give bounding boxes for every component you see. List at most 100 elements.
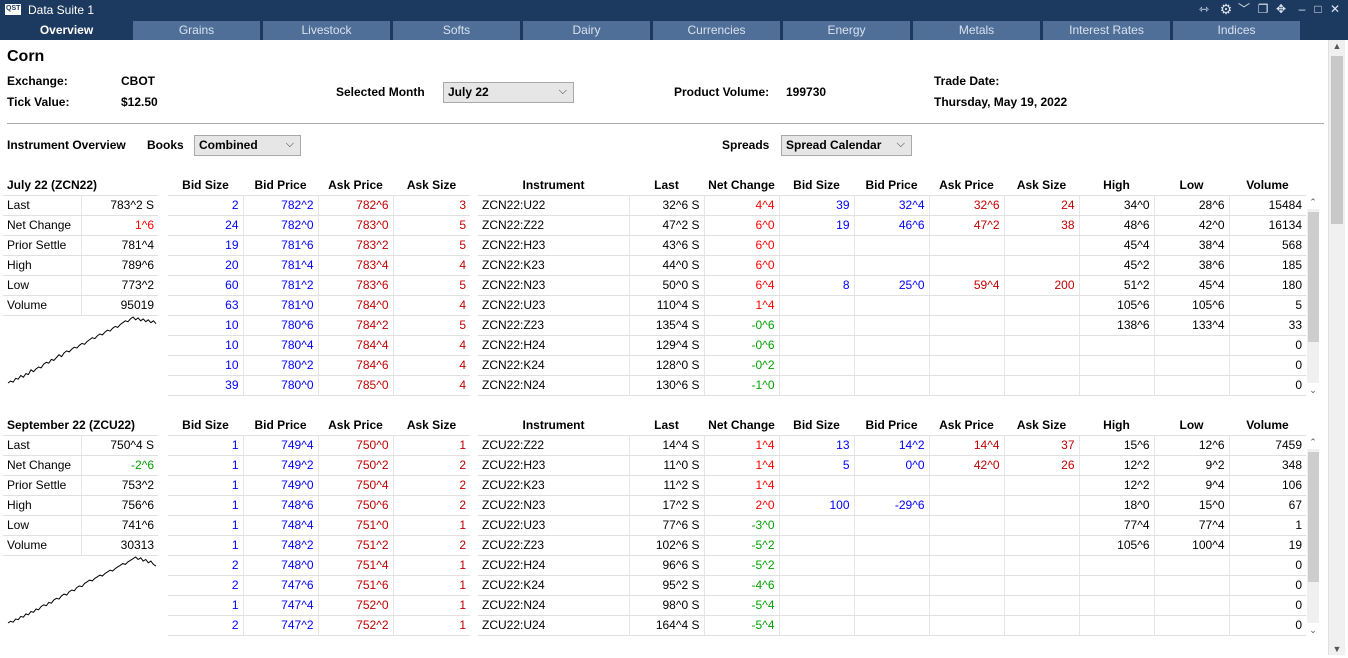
tab-dairy[interactable]: Dairy [523,21,650,40]
scroll-down-icon[interactable]: ⌄ [1309,385,1317,395]
minimize-icon[interactable]: – [1298,2,1306,16]
book-row[interactable]: 19 781^6 783^2 5 [168,235,470,256]
maximize-icon[interactable]: □ [1314,2,1322,16]
chevron-down-icon[interactable]: ﹀ [1237,2,1250,16]
move-icon[interactable]: ✥ [1275,2,1287,16]
spread-cell [854,515,930,536]
spread-cell: 14^2 [854,435,930,456]
book-row[interactable]: 1 748^6 750^6 2 [168,495,470,516]
spread-cell: ZCU22:U23 [478,515,630,536]
gear-icon[interactable]: ⚙ [1219,1,1233,17]
order-book-table: Bid Size Bid Price Ask Price Ask Size 2 782^2… [168,175,470,396]
stat-label: Prior Settle [3,475,82,496]
spread-row[interactable]: ZCN22:U22 32^6 S 4^4 39 32^4 32^6 24 34^0 28^6 15… [478,195,1306,216]
spread-row[interactable]: ZCN22:H24 129^4 S -0^6 0 [478,335,1306,356]
books-select[interactable]: Combined ⌵ [194,135,301,156]
spread-header: Bid Size [779,415,854,436]
chevron-down-icon: ⌵ [896,138,905,150]
book-row[interactable]: 2 747^2 752^2 1 [168,615,470,636]
spread-cell: 14^4 S [629,435,705,456]
book-row[interactable]: 1 749^4 750^0 1 [168,435,470,456]
spread-row[interactable]: ZCN22:K24 128^0 S -0^2 0 [478,355,1306,376]
spread-header: Volume [1229,175,1306,196]
tab-interest-rates[interactable]: Interest Rates [1043,21,1170,40]
spreads-scrollbar[interactable]: ⌃ ⌄ [1306,196,1320,396]
spread-row[interactable]: ZCN22:U23 110^4 S 1^4 105^6 105^6 5 [478,295,1306,316]
spread-cell: 96^6 S [629,555,705,576]
spread-row[interactable]: ZCU22:Z22 14^4 S 1^4 13 14^2 14^4 37 15^6 12^6 74… [478,435,1306,456]
spread-cell [1154,555,1230,576]
spread-cell [1004,555,1080,576]
tab-livestock[interactable]: Livestock [263,21,390,40]
scroll-up-icon[interactable]: ▲ [1332,41,1342,51]
spread-row[interactable]: ZCN22:Z23 135^4 S -0^6 138^6 133^4 33 [478,315,1306,336]
book-row[interactable]: 1 748^4 751^0 1 [168,515,470,536]
spread-row[interactable]: ZCN22:N23 50^0 S 6^4 8 25^0 59^4 200 51^2 45^4 18… [478,275,1306,296]
restore-icon[interactable]: ❐ [1257,2,1269,16]
spread-row[interactable]: ZCN22:H23 43^6 S 6^0 45^4 38^4 568 [478,235,1306,256]
book-row[interactable]: 63 781^0 784^0 4 [168,295,470,316]
book-row[interactable]: 2 747^6 751^6 1 [168,575,470,596]
spread-cell: 12^2 [1079,475,1155,496]
book-row[interactable]: 10 780^2 784^6 4 [168,355,470,376]
link-icon[interactable]: ⇿ [1198,2,1210,16]
book-row[interactable]: 20 781^4 783^4 4 [168,255,470,276]
scroll-thumb[interactable] [1308,212,1319,342]
spreads-scrollbar[interactable]: ⌃ ⌄ [1306,436,1320,636]
spread-cell: 77^4 [1154,515,1230,536]
close-icon[interactable]: ✕ [1329,2,1341,16]
book-row[interactable]: 60 781^2 783^6 5 [168,275,470,296]
spread-cell: 105^6 [1079,535,1155,556]
spread-row[interactable]: ZCU22:H23 11^0 S 1^4 5 0^0 42^0 26 12^2 9^2 348 [478,455,1306,476]
book-row[interactable]: 1 748^2 751^2 2 [168,535,470,556]
tab-overview[interactable]: Overview [3,21,130,40]
stat-row: High 756^6 [3,495,159,516]
spread-row[interactable]: ZCU22:N23 17^2 S 2^0 100 -29^6 18^0 15^0 67 [478,495,1306,516]
book-row[interactable]: 1 749^2 750^2 2 [168,455,470,476]
tab-grains[interactable]: Grains [133,21,260,40]
spread-row[interactable]: ZCU22:Z23 102^6 S -5^2 105^6 100^4 19 [478,535,1306,556]
spreads-select[interactable]: Spread Calendar ⌵ [781,135,912,156]
book-row[interactable]: 1 749^0 750^4 2 [168,475,470,496]
tab-indices[interactable]: Indices [1173,21,1300,40]
book-cell: 10 [168,335,244,356]
spread-row[interactable]: ZCU22:N24 98^0 S -5^4 0 [478,595,1306,616]
book-cell: 748^2 [243,535,319,556]
tab-metals[interactable]: Metals [913,21,1040,40]
spread-row[interactable]: ZCU22:H24 96^6 S -5^2 0 [478,555,1306,576]
page-scrollbar[interactable]: ▲ ▼ [1328,40,1345,655]
spread-row[interactable]: ZCU22:U23 77^6 S -3^0 77^4 77^4 1 [478,515,1306,536]
scroll-up-icon[interactable]: ⌃ [1309,437,1317,447]
scroll-down-icon[interactable]: ▼ [1332,644,1342,654]
scroll-thumb[interactable] [1308,452,1319,582]
spread-cell [1004,315,1080,336]
tab-currencies[interactable]: Currencies [653,21,780,40]
book-row[interactable]: 39 780^0 785^0 4 [168,375,470,396]
month-select[interactable]: July 22 ⌵ [443,82,574,103]
tab-energy[interactable]: Energy [783,21,910,40]
spread-cell: 106 [1229,475,1306,496]
spread-cell: 180 [1229,275,1306,296]
spread-row[interactable]: ZCN22:Z22 47^2 S 6^0 19 46^6 47^2 38 48^6 42^0 16… [478,215,1306,236]
spread-cell: 39 [779,195,855,216]
scroll-up-icon[interactable]: ⌃ [1309,197,1317,207]
book-row[interactable]: 24 782^0 783^0 5 [168,215,470,236]
spread-row[interactable]: ZCN22:K23 44^0 S 6^0 45^2 38^6 185 [478,255,1306,276]
book-row[interactable]: 10 780^4 784^4 4 [168,335,470,356]
spread-row[interactable]: ZCN22:N24 130^6 S -1^0 0 [478,375,1306,396]
spread-cell: 185 [1229,255,1306,276]
spread-row[interactable]: ZCU22:K23 11^2 S 1^4 12^2 9^4 106 [478,475,1306,496]
spread-row[interactable]: ZCU22:U24 164^4 S -5^4 0 [478,615,1306,636]
book-row[interactable]: 10 780^6 784^2 5 [168,315,470,336]
scroll-thumb[interactable] [1331,56,1343,224]
book-row[interactable]: 2 782^2 782^6 3 [168,195,470,216]
book-cell: 2 [393,475,470,496]
spread-header: Bid Price [854,175,929,196]
spread-cell: 18^0 [1079,495,1155,516]
tab-softs[interactable]: Softs [393,21,520,40]
book-row[interactable]: 1 747^4 752^0 1 [168,595,470,616]
spread-row[interactable]: ZCU22:K24 95^2 S -4^6 0 [478,575,1306,596]
scroll-down-icon[interactable]: ⌄ [1309,625,1317,635]
book-row[interactable]: 2 748^0 751^4 1 [168,555,470,576]
spread-cell [779,335,855,356]
